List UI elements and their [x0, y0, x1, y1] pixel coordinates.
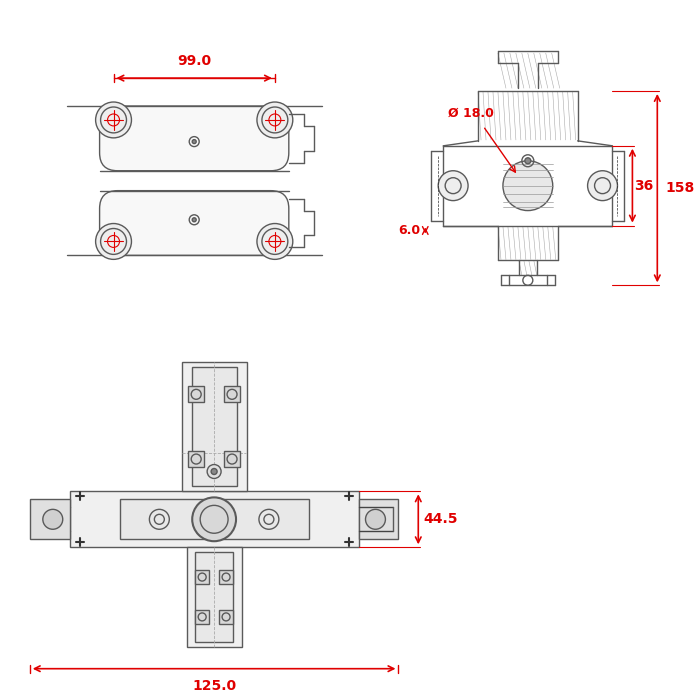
Text: 99.0: 99.0: [177, 54, 211, 68]
FancyBboxPatch shape: [30, 499, 70, 539]
Bar: [188, 386, 204, 402]
FancyBboxPatch shape: [99, 190, 289, 256]
Bar: [219, 570, 233, 584]
FancyBboxPatch shape: [120, 499, 309, 539]
Bar: [224, 451, 240, 467]
Circle shape: [257, 223, 293, 260]
Circle shape: [438, 171, 468, 201]
Circle shape: [193, 139, 196, 144]
Bar: [219, 610, 233, 624]
Text: Ø 18.0: Ø 18.0: [448, 107, 494, 120]
FancyBboxPatch shape: [70, 491, 358, 547]
Bar: [195, 610, 209, 624]
Bar: [195, 570, 209, 584]
Text: 158: 158: [665, 181, 694, 195]
Circle shape: [149, 510, 169, 529]
Circle shape: [207, 465, 221, 479]
FancyBboxPatch shape: [195, 552, 233, 642]
Circle shape: [193, 498, 236, 541]
Text: 44.5: 44.5: [424, 512, 458, 526]
Circle shape: [259, 510, 279, 529]
Circle shape: [193, 218, 196, 222]
Circle shape: [96, 223, 132, 260]
Circle shape: [96, 102, 132, 138]
Text: 125.0: 125.0: [192, 679, 236, 693]
FancyBboxPatch shape: [358, 499, 398, 539]
Circle shape: [525, 158, 531, 164]
Circle shape: [211, 468, 217, 475]
Circle shape: [257, 102, 293, 138]
FancyBboxPatch shape: [99, 106, 289, 171]
Circle shape: [503, 161, 553, 211]
FancyBboxPatch shape: [187, 547, 242, 647]
Circle shape: [587, 171, 617, 201]
FancyBboxPatch shape: [182, 362, 247, 491]
Text: 36: 36: [634, 178, 654, 192]
Bar: [188, 451, 204, 467]
Circle shape: [43, 510, 63, 529]
Circle shape: [365, 510, 386, 529]
Text: 6.0: 6.0: [398, 224, 420, 237]
FancyBboxPatch shape: [193, 367, 237, 486]
Bar: [224, 386, 240, 402]
